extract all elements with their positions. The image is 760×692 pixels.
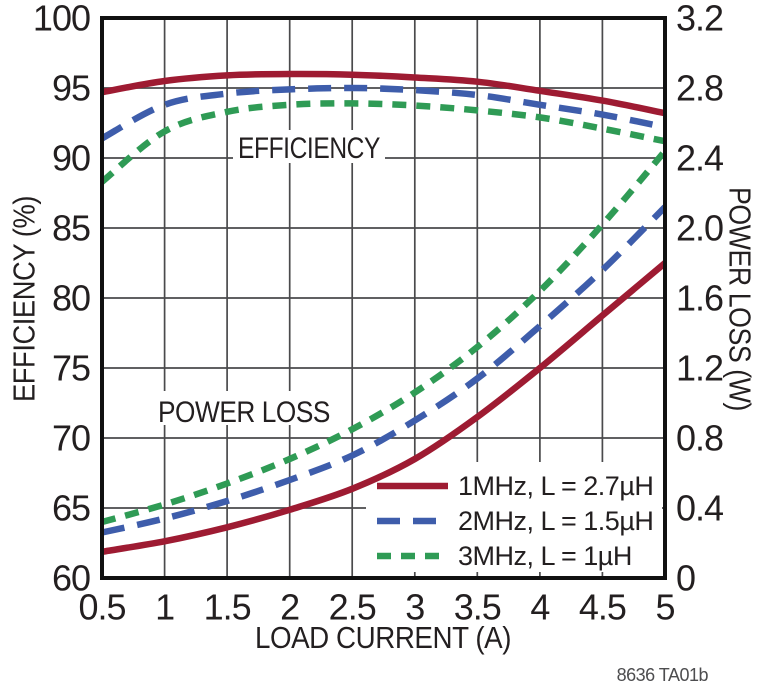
y-left-tick-labels: 100 95 90 85 80 75 70 65 60 xyxy=(33,0,91,599)
y-right-tick-label: 1.2 xyxy=(676,348,723,389)
x-tick-label: 4 xyxy=(530,587,549,628)
x-tick-label: 0.5 xyxy=(78,587,125,628)
legend-label-2: 3MHz, L = 1µH xyxy=(458,541,632,571)
x-tick-label: 1.5 xyxy=(204,587,251,628)
y-right-tick-label: 2.8 xyxy=(676,68,723,109)
x-tick-label: 2.5 xyxy=(329,587,376,628)
left-axis-title: EFFICIENCY (%) xyxy=(7,196,42,402)
y-left-tick-label: 85 xyxy=(52,208,90,249)
x-tick-label: 3.5 xyxy=(454,587,501,628)
x-tick-label: 1 xyxy=(155,587,174,628)
series-2-efficiency-curve xyxy=(100,84,666,142)
series-3-efficiency-curve xyxy=(100,100,666,185)
y-left-tick-label: 60 xyxy=(52,558,90,599)
curves xyxy=(100,70,667,556)
x-tick-label: 4.5 xyxy=(579,587,626,628)
y-left-tick-label: 75 xyxy=(52,348,90,389)
y-left-tick-label: 70 xyxy=(52,418,90,459)
efficiency-label-mask xyxy=(233,130,385,163)
y-right-tick-label: 0.4 xyxy=(676,488,723,529)
power-loss-label-mask xyxy=(150,391,338,425)
plot-border xyxy=(100,16,667,580)
series-2-power-loss-curve xyxy=(101,204,667,536)
legend: 1MHz, L = 2.7µH 2MHz, L = 1.5µH 3MHz, L … xyxy=(377,471,654,571)
x-tick-label: 5 xyxy=(655,587,674,628)
y-right-tick-labels: 3.2 2.8 2.4 2.0 1.6 1.2 0.8 0.4 0 xyxy=(676,0,724,599)
power-loss-annotation: POWER LOSS xyxy=(158,396,330,429)
y-left-tick-label: 90 xyxy=(52,138,90,179)
y-right-tick-label: 3.2 xyxy=(676,0,723,39)
y-right-tick-label: 2.4 xyxy=(676,138,723,179)
label-masks xyxy=(150,130,662,572)
y-left-tick-label: 100 xyxy=(33,0,90,39)
y-left-tick-label: 95 xyxy=(52,68,90,109)
series-3-power-loss-curve xyxy=(101,148,667,526)
y-right-tick-label: 0 xyxy=(676,558,695,599)
x-axis-tick-labels: 0.5 1 1.5 2 2.5 3 3.5 4 4.5 5 xyxy=(78,587,675,628)
legend-label-0: 1MHz, L = 2.7µH xyxy=(458,471,653,501)
legend-mask xyxy=(366,462,662,572)
y-right-tick-label: 0.8 xyxy=(676,418,723,459)
figure-code: 8636 TA01b xyxy=(617,665,709,685)
series-1-power-loss-curve xyxy=(101,260,667,556)
efficiency-annotation: EFFICIENCY xyxy=(238,132,380,165)
x-tick-label: 3 xyxy=(405,587,424,628)
y-left-tick-label: 65 xyxy=(52,488,90,529)
y-right-tick-label: 1.6 xyxy=(676,278,723,319)
series-1-efficiency-curve xyxy=(101,70,666,117)
x-tick-label: 2 xyxy=(280,587,299,628)
right-axis-title: POWER LOSS (W) xyxy=(723,187,758,411)
y-right-tick-label: 2.0 xyxy=(676,208,723,249)
y-left-tick-label: 80 xyxy=(52,278,90,319)
x-axis-title: LOAD CURRENT (A) xyxy=(255,620,511,655)
legend-label-1: 2MHz, L = 1.5µH xyxy=(458,506,653,536)
